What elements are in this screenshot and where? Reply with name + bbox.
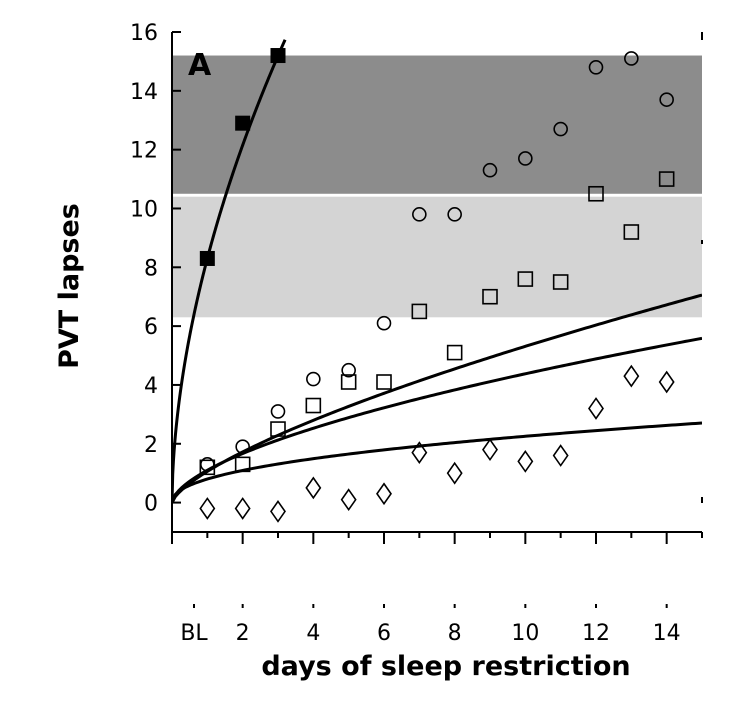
marker-diamond — [270, 500, 286, 523]
marker-filled-square — [270, 48, 286, 64]
y-tick-label: 12 — [130, 139, 158, 164]
y-tick-label: 8 — [144, 256, 158, 281]
x-tick-label: 14 — [653, 621, 681, 646]
fit-curve-2 — [172, 336, 702, 504]
x-tick-label: 4 — [306, 621, 320, 646]
marker-diamond — [234, 497, 251, 520]
marker-diamond — [623, 364, 640, 388]
x-tick-label: BL — [180, 621, 208, 646]
marker-circle — [553, 121, 568, 137]
y-tick-label: 16 — [130, 21, 158, 46]
marker-open-square — [305, 397, 322, 414]
marker-diamond — [446, 461, 463, 485]
marker-open-square — [658, 171, 675, 187]
fit-curve-3 — [172, 421, 702, 504]
marker-circle — [447, 207, 462, 222]
x-tick-label: 8 — [448, 621, 462, 646]
x-tick-label: 6 — [377, 621, 391, 646]
x-tick-label: 12 — [582, 621, 610, 646]
marker-diamond — [552, 444, 569, 467]
marker-open-square — [623, 224, 640, 240]
marker-diamond — [376, 482, 392, 506]
marker-circle — [482, 162, 498, 178]
marker-diamond — [305, 476, 322, 500]
y-tick-label: 0 — [144, 492, 158, 517]
y-axis-title: PVT lapses — [54, 203, 85, 369]
band-1 — [172, 196, 702, 318]
marker-open-square — [340, 374, 357, 390]
axes — [171, 32, 703, 533]
marker-circle — [588, 59, 604, 75]
marker-filled-square — [199, 250, 215, 266]
marker-circle — [376, 315, 392, 331]
marker-open-square — [517, 271, 534, 287]
marker-circle — [341, 362, 356, 378]
ticks: 0 2 4 6 8 10 12 14 16 BL 2 4 6 8 10 12 14 — [130, 21, 703, 646]
y-tick-label: 2 — [144, 433, 158, 458]
marker-diamond — [588, 397, 604, 420]
fit-curve-0 — [172, 39, 287, 503]
marker-open-square — [411, 303, 428, 320]
marker-circle — [306, 371, 321, 387]
x-axis-title: days of sleep restriction — [261, 651, 630, 682]
x-tick-label: 10 — [511, 621, 539, 646]
marker-diamond — [517, 450, 534, 473]
fit-curve-1 — [172, 293, 702, 504]
marker-filled-square — [235, 115, 251, 131]
y-tick-label: 14 — [130, 80, 158, 105]
marker-circle — [659, 92, 674, 107]
marker-circle — [518, 151, 533, 166]
band-0 — [172, 55, 702, 194]
marker-open-square — [270, 421, 286, 437]
x-tick-label: 2 — [236, 621, 250, 646]
marker-open-square — [234, 456, 251, 473]
marker-circle — [235, 439, 250, 455]
marker-diamond — [482, 438, 498, 462]
fit-curves — [172, 39, 702, 504]
marker-open-square — [446, 344, 463, 361]
marker-diamond — [340, 488, 357, 512]
marker-open-square — [199, 459, 216, 476]
marker-open-square — [376, 374, 392, 390]
marker-circle — [412, 207, 427, 222]
data-markers — [199, 48, 675, 523]
performance-bands — [172, 55, 702, 318]
marker-diamond — [658, 370, 675, 394]
y-tick-label: 6 — [144, 315, 158, 340]
marker-diamond — [411, 441, 428, 464]
y-tick-label: 4 — [144, 374, 158, 399]
marker-circle — [624, 51, 639, 66]
marker-circle — [270, 404, 286, 419]
marker-open-square — [482, 288, 498, 305]
panel-label: A — [188, 48, 212, 83]
marker-open-square — [588, 185, 604, 202]
marker-open-square — [552, 274, 569, 290]
y-tick-label: 10 — [130, 197, 158, 222]
marker-diamond — [199, 497, 216, 520]
